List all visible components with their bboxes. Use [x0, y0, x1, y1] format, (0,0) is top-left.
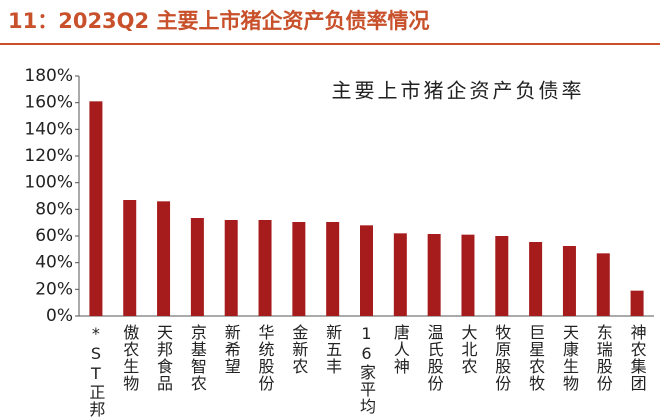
bar [630, 290, 644, 316]
y-tick-label: 80% [35, 199, 73, 219]
chart-title: 11：2023Q2 主要上市猪企资产负债率情况 [8, 9, 429, 33]
y-tick-label: 120% [24, 146, 73, 166]
x-tick-label: 天康生物 [560, 324, 579, 392]
x-tick-label: *ST正邦 [86, 324, 105, 418]
bar [461, 234, 475, 316]
y-tick-label: 60% [35, 226, 73, 246]
x-tick-label: 傲农生物 [120, 324, 139, 392]
x-tick-label: 新希望 [222, 324, 241, 375]
x-tick-label: 大北农 [458, 324, 477, 375]
x-tick-label: 温氏股份 [425, 324, 444, 392]
x-tick-label: 巨星农牧 [526, 324, 545, 392]
bar [123, 200, 137, 316]
bar [495, 236, 509, 316]
bar [393, 233, 407, 316]
x-tick-label: 牧原股份 [492, 324, 511, 392]
bar [326, 222, 340, 316]
bar [157, 201, 171, 316]
x-tick-label: 京基智农 [188, 324, 207, 392]
x-tick-label: 神农集团 [628, 324, 647, 392]
y-tick-label: 140% [24, 119, 73, 139]
bar [529, 242, 543, 316]
x-tick-label: 金新农 [289, 324, 308, 375]
bar [89, 101, 103, 316]
bar [360, 225, 373, 316]
x-tick-label: 新五丰 [323, 324, 342, 375]
bar [190, 218, 204, 316]
y-tick-label: 40% [35, 253, 73, 273]
bar [292, 222, 306, 316]
x-tick-label: 16家平均 [357, 324, 376, 415]
x-tick-label: 东瑞股份 [594, 324, 613, 392]
y-tick-label: 180% [24, 66, 73, 86]
y-tick-label: 20% [35, 279, 73, 299]
bar [258, 220, 272, 316]
y-tick-label: 160% [24, 93, 73, 113]
bar [562, 246, 576, 316]
bar [427, 234, 441, 316]
y-tick-label: 0% [46, 306, 73, 326]
bar [224, 220, 238, 316]
x-tick-label: 天邦食品 [154, 324, 173, 392]
bar [596, 253, 610, 316]
x-tick-label: 唐人神 [391, 324, 410, 375]
x-tick-label: 华统股份 [256, 324, 275, 392]
chart-subtitle: 主要上市猪企资产负债率 [332, 79, 585, 103]
y-tick-label: 100% [24, 173, 73, 193]
